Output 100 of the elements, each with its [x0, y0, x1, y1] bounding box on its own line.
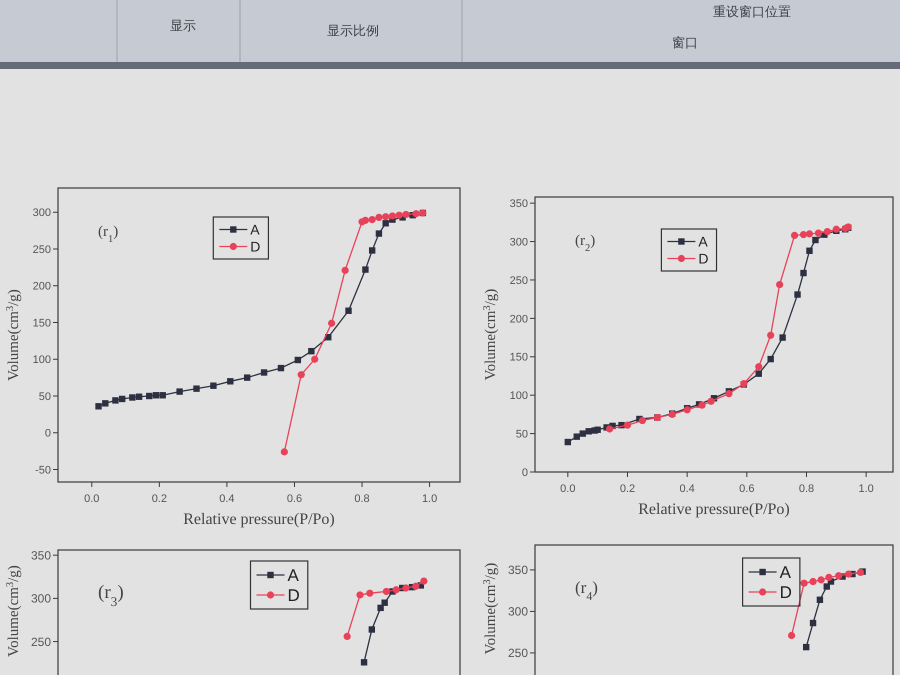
point: [580, 430, 586, 437]
legend-label: D: [698, 250, 709, 267]
point: [210, 382, 217, 389]
legend-label: A: [780, 563, 792, 582]
point: [844, 570, 852, 578]
point: [102, 400, 108, 407]
point: [176, 388, 183, 395]
text: (r$_{3}$): [98, 582, 124, 608]
y-tick-label: 350: [508, 563, 528, 578]
point: [800, 231, 808, 238]
point: [402, 210, 410, 218]
y-tick-label: 300: [508, 604, 528, 619]
point: [767, 332, 774, 339]
point: [412, 582, 420, 590]
y-tick-label: 0: [44, 428, 51, 440]
x-tick-label: 0.8: [798, 483, 814, 495]
y-tick-label: 350: [510, 198, 528, 210]
point: [725, 390, 733, 398]
point: [377, 604, 384, 612]
legend-label: D: [780, 583, 792, 602]
point: [825, 574, 832, 581]
point: [382, 213, 390, 220]
point: [800, 580, 808, 587]
point: [816, 596, 824, 603]
y-tick-label: 150: [510, 352, 528, 364]
x-tick-label: 0.0: [84, 493, 100, 505]
point: [160, 392, 166, 398]
point: [136, 394, 142, 400]
point: [244, 374, 250, 381]
y-tick-label: 250: [30, 634, 52, 649]
point: [362, 266, 369, 273]
text: 窗口: [672, 35, 698, 51]
point: [638, 416, 646, 424]
point: [382, 220, 389, 226]
point: [802, 644, 810, 650]
point: [835, 572, 842, 580]
point: [381, 600, 388, 606]
x-tick-label: 0.2: [152, 493, 167, 505]
point: [388, 212, 396, 220]
point: [118, 396, 126, 402]
point: [818, 576, 825, 584]
point: [360, 659, 368, 666]
point: [368, 216, 376, 224]
legend-label: D: [288, 586, 300, 606]
point: [298, 371, 305, 378]
text: 显示: [170, 19, 196, 34]
y-tick-label: 200: [510, 313, 528, 326]
legend-label: A: [698, 234, 708, 250]
point: [806, 248, 813, 254]
point: [856, 568, 864, 576]
point: [776, 280, 784, 288]
x-tick-label: 0.6: [286, 493, 302, 505]
point: [594, 426, 601, 433]
point: [193, 385, 200, 392]
point: [345, 308, 352, 314]
point: [356, 591, 364, 599]
point: [698, 402, 706, 409]
point: [767, 356, 774, 362]
y-tick-label: 50: [38, 390, 51, 403]
y-tick-label: 50: [516, 428, 528, 441]
point: [152, 392, 160, 398]
point: [366, 590, 374, 597]
point: [260, 369, 268, 376]
y-tick-label: 350: [30, 548, 52, 563]
point: [809, 578, 817, 586]
point: [95, 403, 102, 410]
point: [396, 212, 403, 219]
point: [362, 216, 370, 224]
x-tick-label: 0.8: [354, 493, 370, 505]
point: [311, 356, 318, 363]
point: [328, 320, 336, 327]
y-tick-label: 300: [32, 207, 51, 220]
point: [794, 291, 801, 298]
y-tick-label: 300: [30, 592, 52, 606]
point: [402, 584, 410, 592]
point: [788, 632, 796, 640]
point: [756, 370, 762, 377]
x-axis-title: Relative pressure(P/Po): [183, 511, 335, 528]
point: [294, 356, 302, 364]
point: [368, 626, 376, 633]
point: [814, 230, 822, 237]
text: 显示比例: [327, 24, 379, 39]
point: [779, 334, 786, 341]
y-tick-label: 250: [32, 244, 51, 256]
point: [574, 433, 580, 440]
legend-label: A: [288, 566, 300, 586]
point: [375, 214, 383, 221]
point: [606, 425, 614, 433]
text: 重设窗口位置: [713, 4, 791, 20]
x-tick-label: 1.0: [422, 493, 438, 505]
point: [344, 632, 351, 640]
point: [392, 586, 400, 594]
y-tick-label: 150: [32, 317, 51, 330]
point: [308, 348, 315, 354]
point: [280, 448, 288, 456]
y-tick-label: 0: [522, 466, 528, 479]
point: [412, 210, 420, 218]
x-tick-label: 0.0: [560, 483, 576, 495]
text: (r$_{4}$): [575, 578, 598, 603]
y-tick-label: -50: [35, 464, 51, 476]
